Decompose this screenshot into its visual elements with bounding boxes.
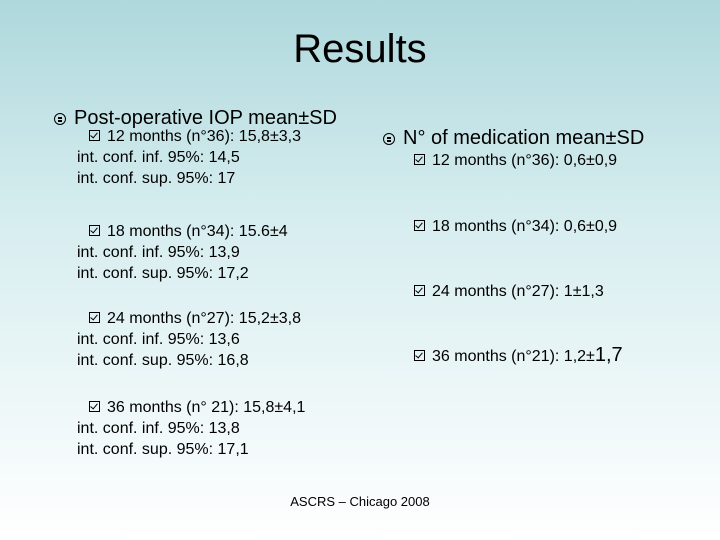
iop-ci-sup: int. conf. sup. 95%: 17,1	[77, 441, 249, 458]
iop-group-label: 36 months (n° 21): 15,8±4,1	[107, 399, 306, 416]
iop-group-label: 24 months (n°27): 15,2±3,8	[107, 310, 301, 327]
iop-group-24: 24 months (n°27): 15,2±3,8 int. conf. in…	[77, 308, 301, 371]
iop-group-18: 18 months (n°34): 15.6±4 int. conf. inf.…	[77, 221, 288, 284]
iop-ci-sup: int. conf. sup. 95%: 17,2	[77, 265, 249, 282]
iop-ci-sup: int. conf. sup. 95%: 16,8	[77, 352, 249, 369]
checkbox-icon	[89, 225, 100, 236]
medication-item-label: 24 months (n°27): 1±1,3	[432, 283, 604, 300]
iop-heading-text: Post-operative IOP mean±SD	[74, 107, 337, 129]
checkbox-icon	[414, 154, 425, 165]
checkbox-icon	[414, 350, 425, 361]
medication-item-36: 36 months (n°21): 1,2±1,7	[414, 345, 623, 367]
iop-group-label: 12 months (n°36): 15,8±3,3	[107, 128, 301, 145]
iop-ci-inf: int. conf. inf. 95%: 13,6	[77, 331, 240, 348]
iop-ci-sup: int. conf. sup. 95%: 17	[77, 170, 236, 187]
iop-group-36: 36 months (n° 21): 15,8±4,1 int. conf. i…	[77, 397, 305, 460]
medication-heading: N° of medication mean±SD	[383, 126, 644, 150]
checkbox-icon	[414, 285, 425, 296]
medication-item-18: 18 months (n°34): 0,6±0,9	[414, 216, 617, 237]
medication-item-12: 12 months (n°36): 0,6±0,9	[414, 150, 617, 171]
medication-item-label: 18 months (n°34): 0,6±0,9	[432, 218, 618, 235]
medication-item-label: 12 months (n°36): 0,6±0,9	[432, 152, 618, 169]
checkbox-icon	[89, 312, 100, 323]
iop-heading: Post-operative IOP mean±SD	[54, 106, 337, 130]
iop-group-12: 12 months (n°36): 15,8±3,3 int. conf. in…	[77, 126, 301, 189]
checkbox-icon	[414, 220, 425, 231]
checkbox-icon	[89, 401, 100, 412]
iop-ci-inf: int. conf. inf. 95%: 13,9	[77, 244, 240, 261]
medication-item-value-big: 1,7	[594, 344, 623, 366]
bullet-icon	[383, 133, 395, 145]
footer-text: ASCRS – Chicago 2008	[290, 494, 430, 509]
checkbox-icon	[89, 130, 100, 141]
iop-ci-inf: int. conf. inf. 95%: 13,8	[77, 420, 240, 437]
medication-item-24: 24 months (n°27): 1±1,3	[414, 281, 604, 302]
iop-ci-inf: int. conf. inf. 95%: 14,5	[77, 149, 240, 166]
slide-title: Results	[293, 27, 427, 71]
iop-group-label: 18 months (n°34): 15.6±4	[107, 223, 288, 240]
medication-heading-text: N° of medication mean±SD	[403, 127, 645, 149]
bullet-icon	[54, 113, 66, 125]
medication-item-label: 36 months (n°21): 1,2±	[432, 348, 595, 365]
